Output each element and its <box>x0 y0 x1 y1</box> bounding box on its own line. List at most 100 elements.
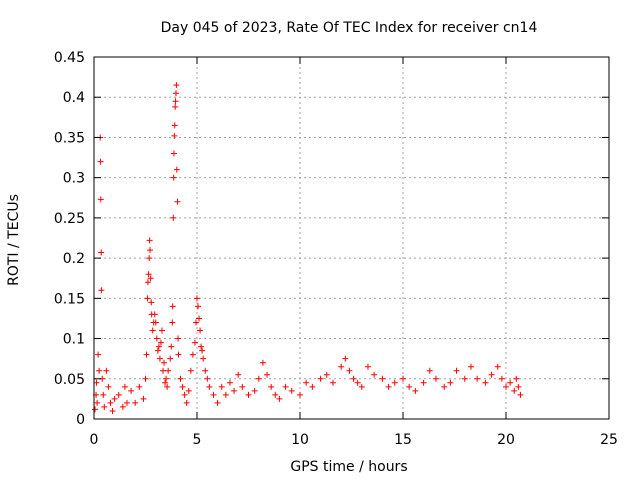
data-point <box>98 249 105 256</box>
data-point <box>358 383 365 390</box>
data-point <box>371 371 378 378</box>
data-point <box>174 198 181 205</box>
data-point <box>128 387 135 394</box>
data-point <box>140 395 147 402</box>
data-point <box>391 379 398 386</box>
y-tick-label: 0.25 <box>54 211 85 227</box>
data-point <box>297 391 303 398</box>
data-point <box>264 371 271 378</box>
data-point <box>171 122 178 129</box>
data-point <box>338 363 345 370</box>
data-point <box>222 391 229 398</box>
data-point <box>132 399 139 406</box>
plot-frame <box>93 56 610 420</box>
data-point <box>97 196 104 203</box>
data-point <box>142 375 149 382</box>
data-point <box>226 379 233 386</box>
data-point <box>165 367 172 374</box>
data-point <box>173 166 180 173</box>
x-tick-label: 20 <box>497 432 515 448</box>
data-point <box>202 367 209 374</box>
data-point <box>199 347 206 354</box>
data-point <box>145 271 152 278</box>
data-point <box>342 355 349 362</box>
data-point <box>170 214 177 221</box>
x-tick-label: 10 <box>291 432 309 448</box>
data-point <box>195 303 202 310</box>
data-point <box>288 387 295 394</box>
data-point <box>173 82 180 89</box>
data-point <box>346 367 353 374</box>
y-tick-label: 0.35 <box>54 130 85 146</box>
y-tick-label: 0.45 <box>54 50 85 66</box>
data-point <box>317 375 324 382</box>
data-point <box>103 367 110 374</box>
data-point <box>268 383 275 390</box>
data-point <box>97 158 104 165</box>
data-point <box>119 403 126 410</box>
data-point <box>111 395 118 402</box>
data-point <box>169 319 176 326</box>
data-point <box>92 406 99 413</box>
data-point <box>157 339 164 346</box>
data-point <box>187 367 194 374</box>
data-point <box>161 359 168 366</box>
y-tick-label: 0.3 <box>63 171 85 187</box>
data-point <box>447 379 454 386</box>
data-point <box>164 383 171 390</box>
data-point <box>197 327 204 334</box>
data-point <box>105 383 112 390</box>
y-axis-label: ROTI / TECUs <box>6 194 22 286</box>
data-point <box>144 295 151 302</box>
data-point <box>517 391 524 398</box>
data-point <box>158 327 165 334</box>
data-point <box>204 375 211 382</box>
chart-title: Day 045 of 2023, Rate Of TEC Index for r… <box>161 20 538 36</box>
data-point <box>385 383 392 390</box>
data-point <box>172 98 179 105</box>
y-tick-label: 0.15 <box>54 291 85 307</box>
y-tick-label: 0 <box>76 412 85 428</box>
data-point <box>231 387 238 394</box>
data-point <box>192 319 199 326</box>
data-point <box>152 319 159 326</box>
data-point <box>255 375 262 382</box>
data-point <box>426 367 433 374</box>
data-point <box>251 387 258 394</box>
x-tick-label: 25 <box>600 432 618 448</box>
data-point <box>194 295 200 302</box>
data-point <box>146 255 153 262</box>
data-point <box>329 379 336 386</box>
data-point <box>154 347 161 354</box>
data-point <box>115 391 122 398</box>
data-point <box>109 407 116 414</box>
data-point <box>420 379 427 386</box>
data-point <box>170 174 177 181</box>
data-point <box>100 391 107 398</box>
data-point <box>96 367 103 374</box>
data-point <box>259 359 266 366</box>
data-point <box>210 391 217 398</box>
data-point <box>467 363 474 370</box>
data-point <box>494 363 501 370</box>
data-point <box>179 383 186 390</box>
data-point <box>177 375 184 382</box>
data-point <box>147 247 154 254</box>
data-point <box>94 399 101 406</box>
data-point <box>121 383 128 390</box>
data-point <box>196 315 203 322</box>
data-point <box>162 379 169 386</box>
data-point <box>148 299 155 306</box>
data-point <box>406 383 413 390</box>
data-point <box>169 303 176 310</box>
y-tick-label: 0.1 <box>63 332 85 348</box>
data-point <box>191 339 198 346</box>
data-point <box>101 403 108 410</box>
data-point <box>160 367 167 374</box>
data-point <box>503 383 509 390</box>
data-point <box>276 395 283 402</box>
data-point <box>513 375 520 382</box>
data-point <box>153 335 160 342</box>
data-points <box>92 82 524 414</box>
